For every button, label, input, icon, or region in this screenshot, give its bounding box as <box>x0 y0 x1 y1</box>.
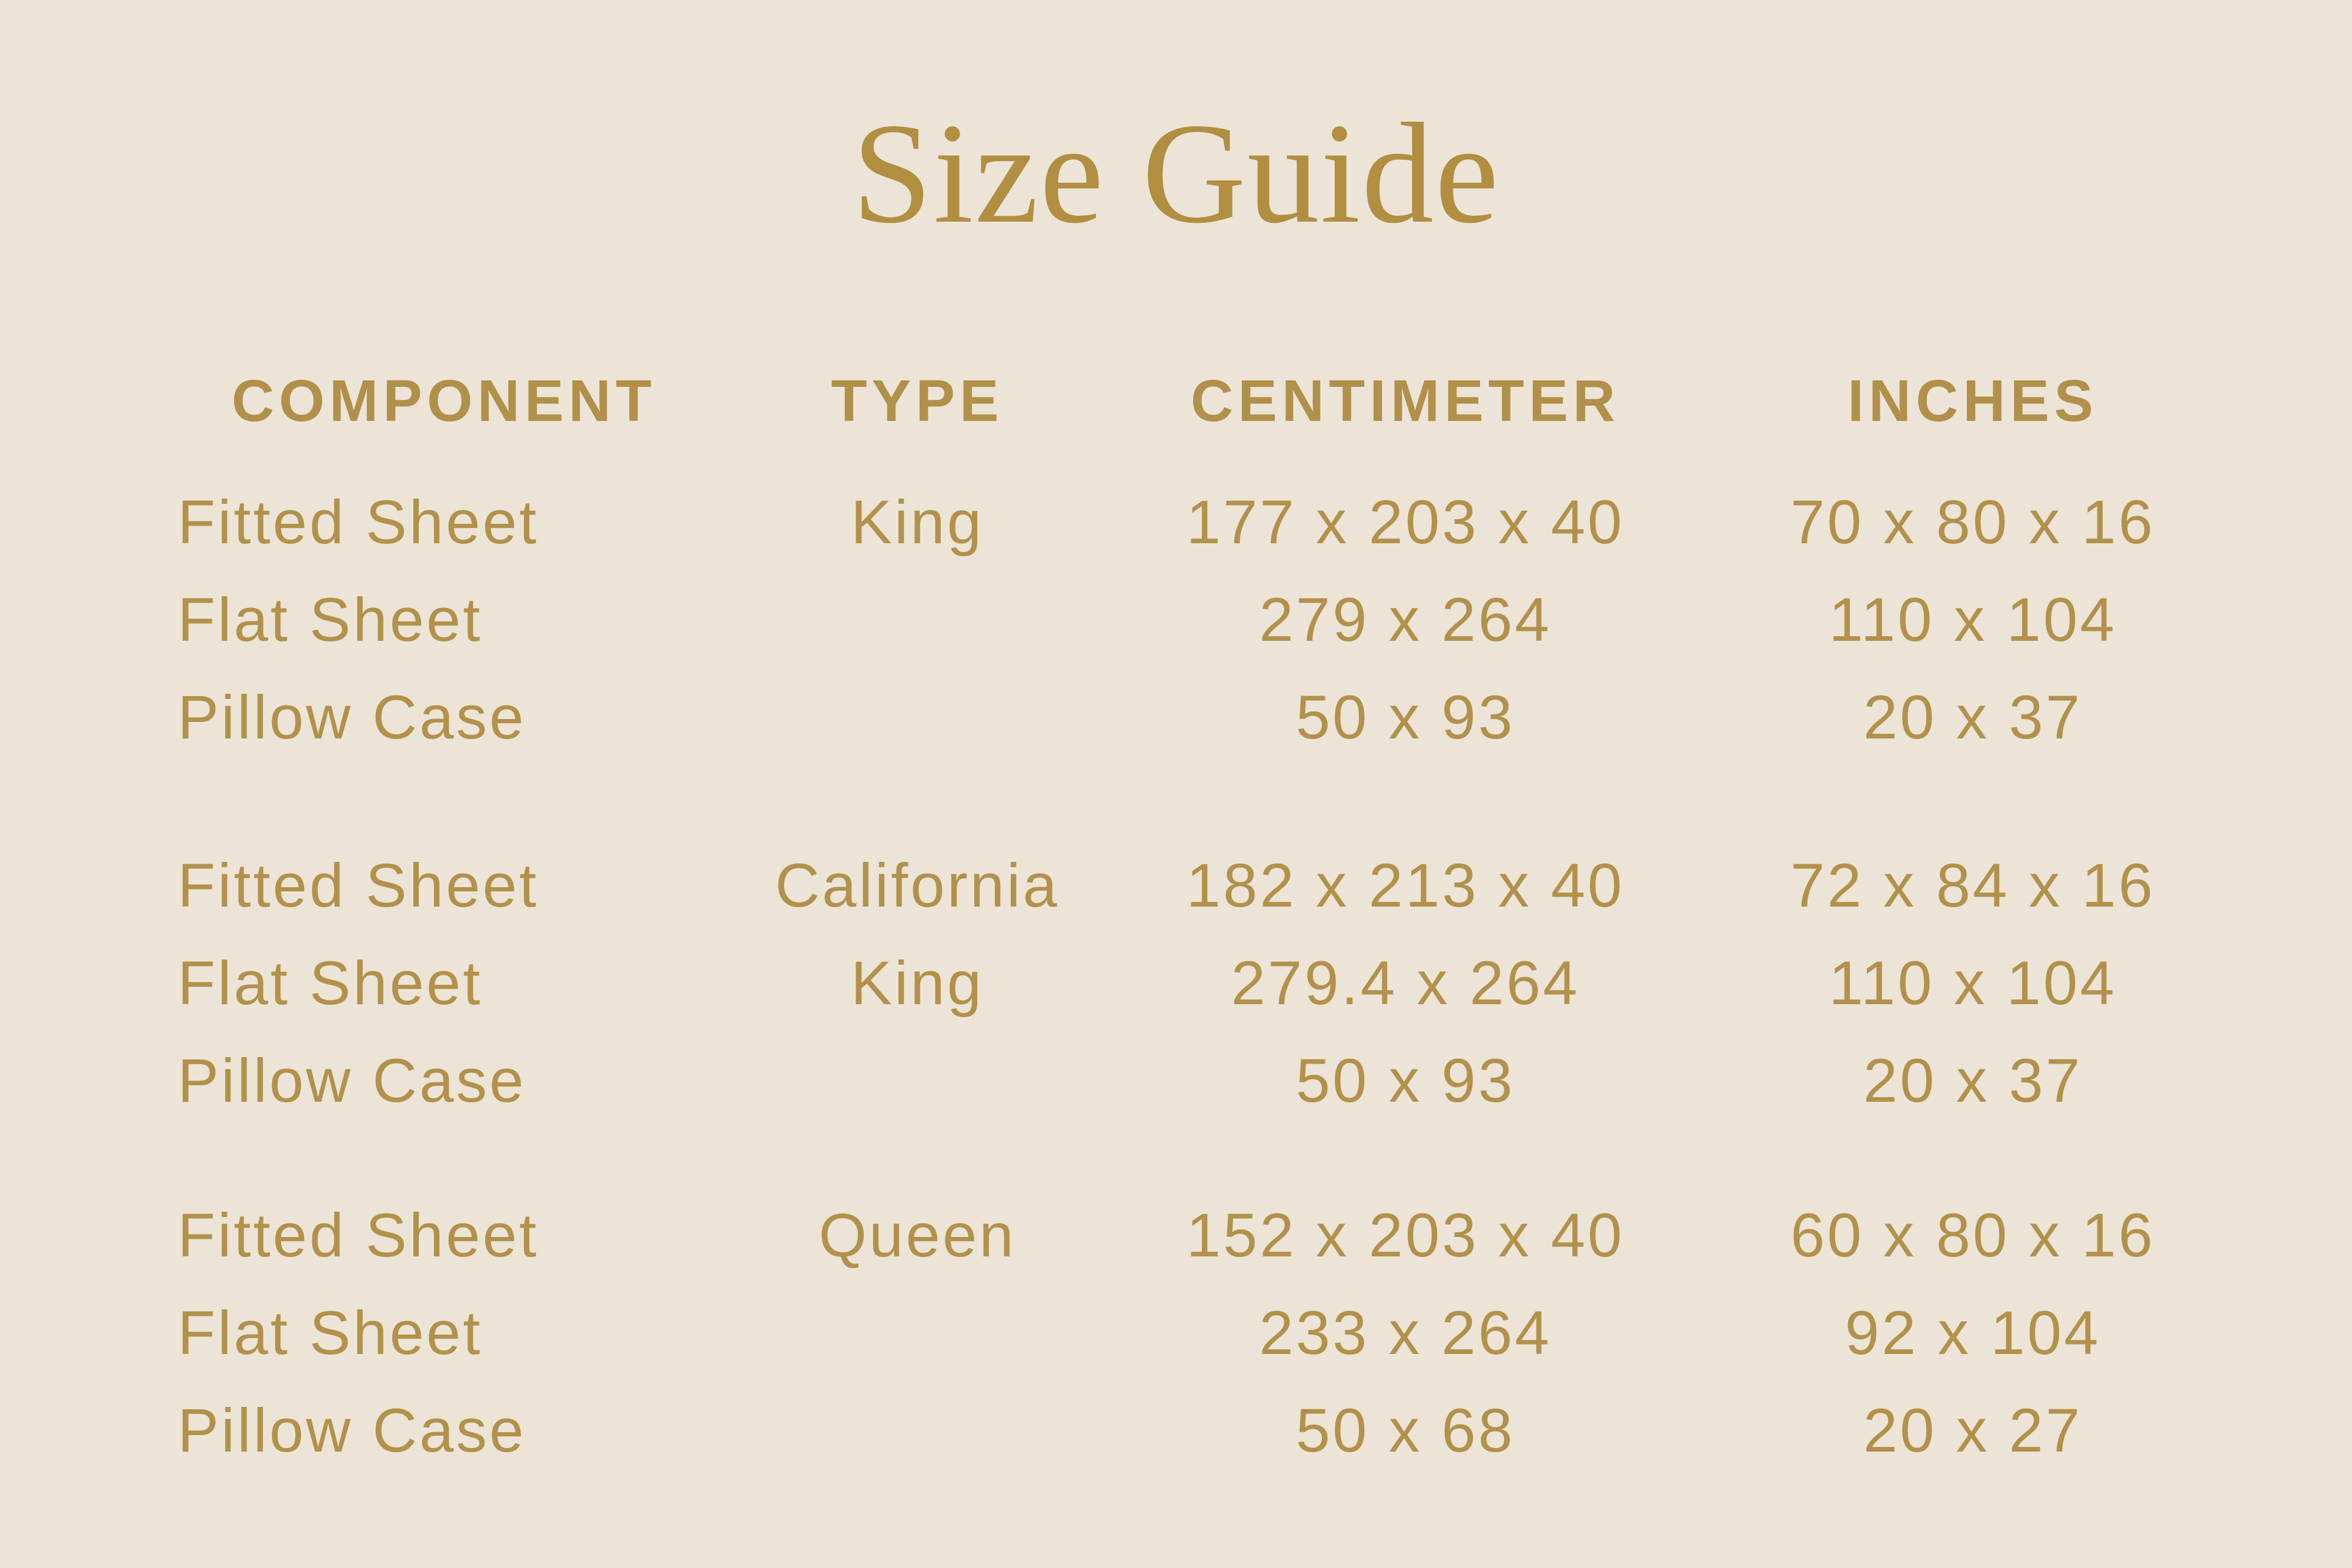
cell-type <box>723 669 1111 767</box>
cell-inches: 20 x 27 <box>1863 1396 2083 1466</box>
size-group-king: Fitted Sheet King 177 x 203 x 40 70 x 80… <box>165 474 2246 767</box>
size-group-california-king: Fitted Sheet California 182 x 213 x 40 7… <box>165 837 2246 1130</box>
cell-type <box>723 571 1111 669</box>
column-header-type: TYPE <box>831 368 1004 434</box>
cell-component: Fitted Sheet <box>178 488 539 557</box>
cell-inches: 110 x 104 <box>1829 949 2117 1018</box>
cell-inches: 70 x 80 x 16 <box>1790 488 2156 557</box>
cell-centimeter: 50 x 93 <box>1295 1047 1515 1116</box>
table-header-row: COMPONENT TYPE CENTIMETER INCHES <box>165 360 2246 442</box>
cell-type: Queen <box>818 1201 1016 1271</box>
cell-type: King <box>850 488 984 557</box>
cell-type <box>723 1382 1111 1480</box>
cell-component: Fitted Sheet <box>178 1201 539 1271</box>
cell-component: Pillow Case <box>178 1047 526 1116</box>
cell-component: Flat Sheet <box>178 586 483 655</box>
cell-centimeter: 177 x 203 x 40 <box>1186 488 1625 557</box>
size-table: COMPONENT TYPE CENTIMETER INCHES Fitted … <box>165 360 2246 1480</box>
cell-inches: 72 x 84 x 16 <box>1790 851 2156 921</box>
cell-component: Fitted Sheet <box>178 851 539 921</box>
cell-component: Flat Sheet <box>178 1299 483 1368</box>
column-header-inches: INCHES <box>1847 368 2098 434</box>
cell-centimeter: 279 x 264 <box>1259 586 1552 655</box>
column-header-component: COMPONENT <box>232 368 656 434</box>
cell-inches: 20 x 37 <box>1863 683 2083 753</box>
cell-inches: 92 x 104 <box>1845 1299 2101 1368</box>
cell-centimeter: 152 x 203 x 40 <box>1186 1201 1625 1271</box>
size-group-queen: Fitted Sheet Queen 152 x 203 x 40 60 x 8… <box>165 1187 2246 1480</box>
column-header-centimeter: CENTIMETER <box>1191 368 1620 434</box>
cell-component: Pillow Case <box>178 683 526 753</box>
cell-component: Flat Sheet <box>178 949 483 1018</box>
cell-inches: 60 x 80 x 16 <box>1790 1201 2156 1271</box>
cell-type <box>723 1032 1111 1130</box>
cell-inches: 110 x 104 <box>1829 586 2117 655</box>
cell-type: King <box>850 949 984 1018</box>
cell-component: Pillow Case <box>178 1396 526 1466</box>
cell-centimeter: 50 x 93 <box>1295 683 1515 753</box>
cell-type: California <box>775 851 1060 921</box>
cell-centimeter: 233 x 264 <box>1259 1299 1552 1368</box>
cell-centimeter: 182 x 213 x 40 <box>1186 851 1625 921</box>
cell-centimeter: 279.4 x 264 <box>1231 949 1580 1018</box>
page-title: Size Guide <box>852 93 1500 253</box>
cell-centimeter: 50 x 68 <box>1295 1396 1515 1466</box>
cell-inches: 20 x 37 <box>1863 1047 2083 1116</box>
cell-type <box>723 1285 1111 1382</box>
